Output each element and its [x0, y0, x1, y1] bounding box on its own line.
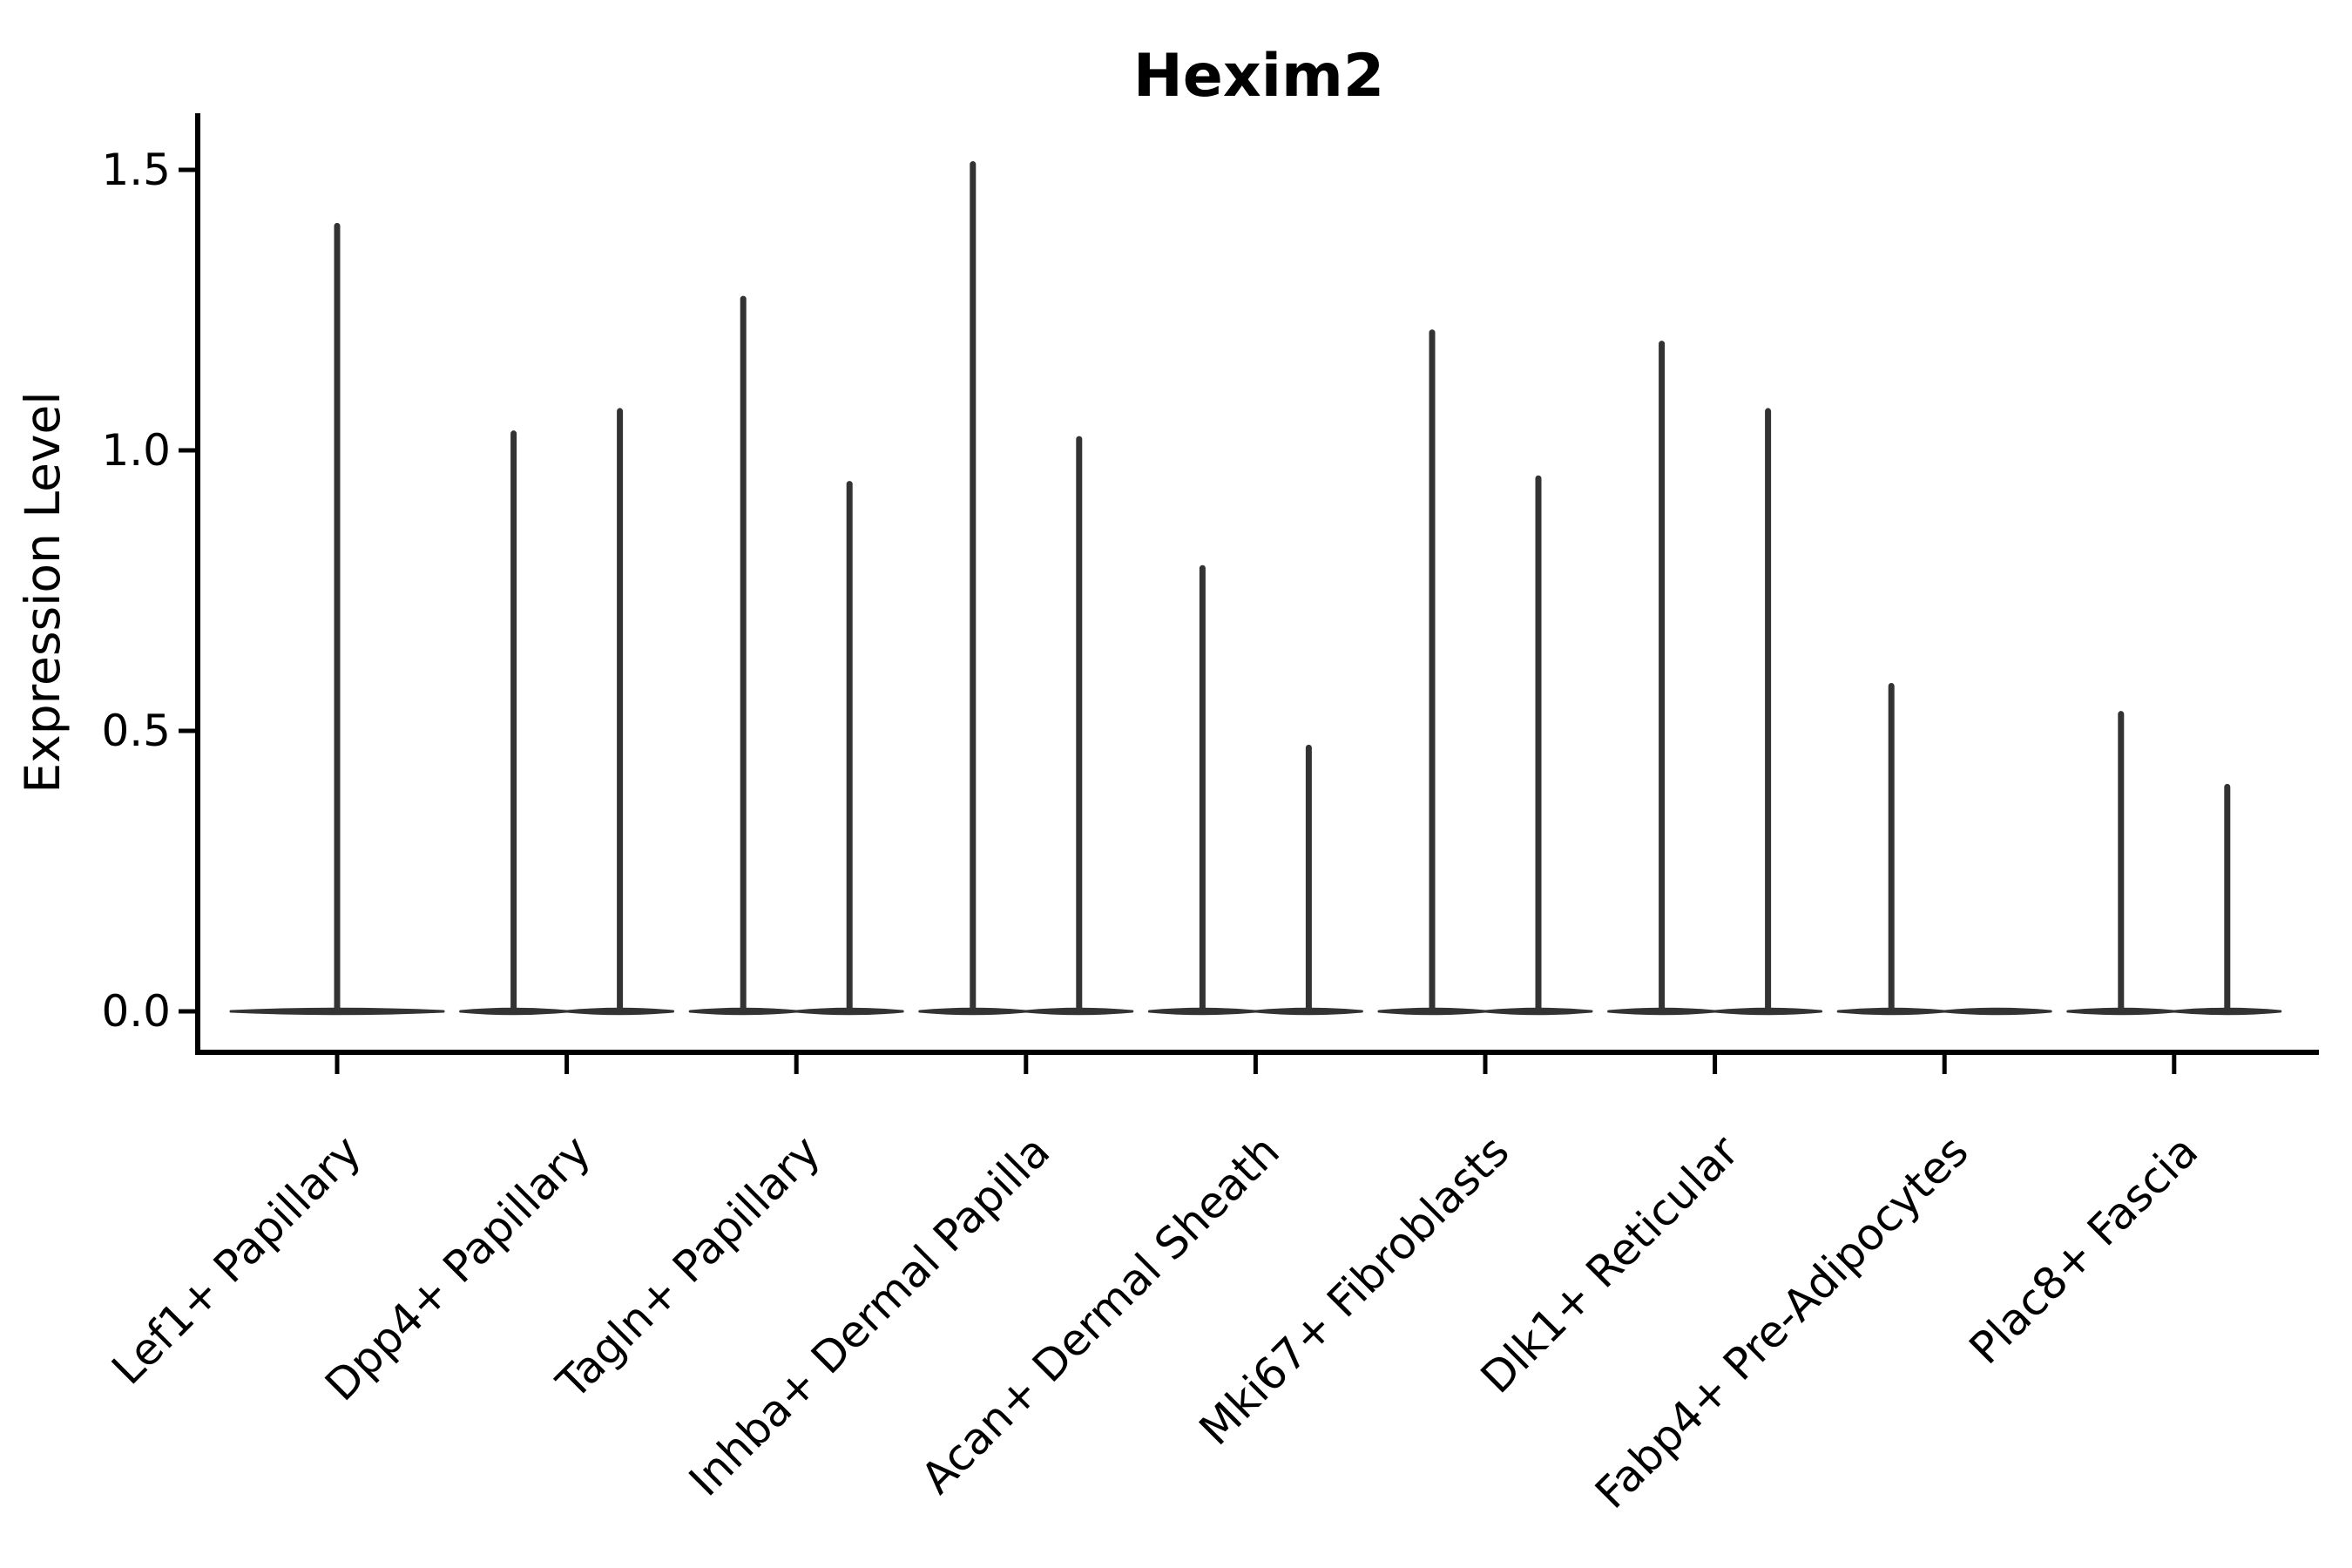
y-tick-label: 0.0 [101, 986, 171, 1037]
x-tick-label: Fabp4+ Pre-Adipocytes [1585, 1125, 1978, 1518]
x-tick-label: Lef1+ Papillary [102, 1125, 370, 1394]
chart-title: Hexim2 [1133, 42, 1384, 111]
violin-body [1943, 1007, 2052, 1016]
x-tick-label: Plac8+ Fascia [1960, 1125, 2208, 1374]
y-tick-label: 0.5 [101, 706, 171, 756]
y-tick-label: 1.5 [101, 145, 171, 195]
y-tick-label: 1.0 [101, 425, 171, 476]
y-axis-label: Expression Level [15, 391, 71, 793]
